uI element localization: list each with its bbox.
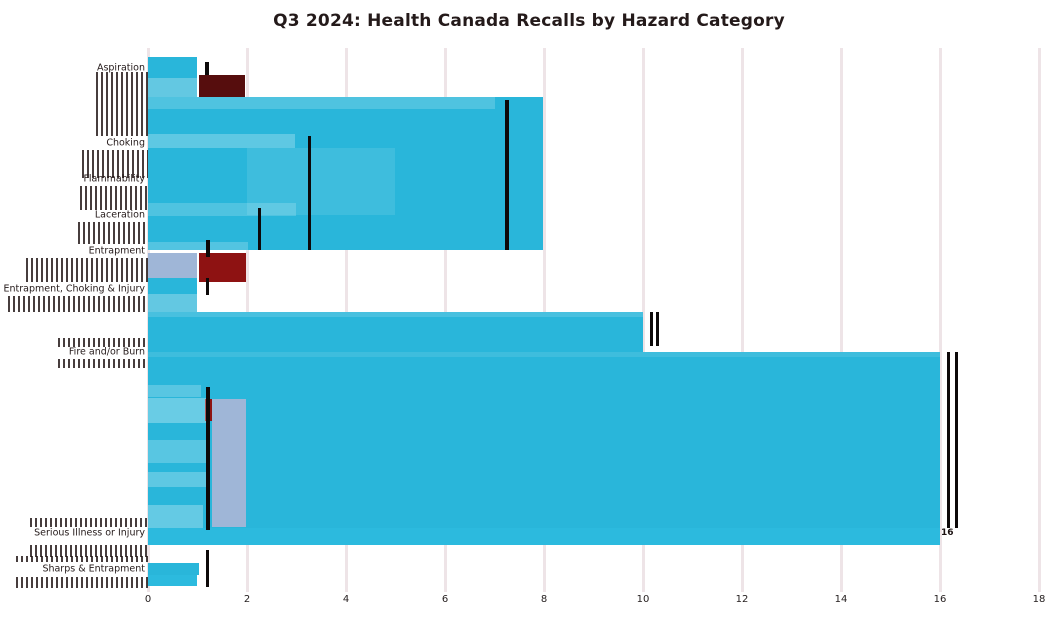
- x-tick-label-8: 8: [540, 594, 548, 605]
- bar-segment-14: [148, 575, 197, 586]
- value-label-streak-9: [947, 352, 950, 528]
- garbled-label-cluster-9: [30, 545, 148, 557]
- glitch-stripe-9: [148, 440, 206, 463]
- x-tick-label-2: 2: [243, 594, 251, 605]
- garbled-label-cluster-5: [8, 296, 148, 312]
- bar-value-label-0: 16: [941, 528, 954, 538]
- chart-title: Q3 2024: Health Canada Recalls by Hazard…: [273, 11, 785, 31]
- bar-segment-0: [148, 57, 197, 78]
- bar-segment-5: [199, 253, 246, 282]
- glitch-stripe-6: [148, 352, 940, 357]
- gridline-x12: [740, 48, 744, 592]
- bar-segment-1: [148, 78, 197, 100]
- garbled-label-cluster-8: [30, 518, 148, 527]
- x-tick-label-4: 4: [342, 594, 350, 605]
- glitch-stripe-1: [148, 134, 295, 148]
- garbled-label-cluster-4: [26, 258, 148, 282]
- bar-segment-3: [148, 97, 543, 250]
- garbled-label-cluster-2: [80, 186, 148, 210]
- bar-segment-13: [148, 563, 199, 575]
- glitch-stripe-8: [148, 398, 206, 423]
- y-axis-label-2: Flammability: [83, 173, 145, 185]
- glitch-stripe-10: [148, 472, 206, 487]
- glitch-stripe-5: [148, 312, 643, 317]
- bar-segment-6: [148, 278, 197, 294]
- bar-segment-10: [212, 399, 246, 527]
- gridline-x16: [938, 48, 942, 592]
- value-label-streak-2: [308, 136, 311, 250]
- x-tick-label-18: 18: [1032, 594, 1046, 605]
- garbled-label-cluster-1: [82, 150, 148, 178]
- y-axis-label-0: Aspiration: [96, 62, 145, 74]
- y-axis-label-6: Fire and/or Burn: [68, 346, 145, 358]
- y-axis-label-7: Serious Illness or Injury: [34, 527, 145, 539]
- y-axis-label-8: Sharps & Entrapment: [42, 563, 145, 575]
- garbled-label-cluster-11: [16, 577, 148, 588]
- x-tick-label-14: 14: [834, 594, 848, 605]
- y-axis-label-3: Laceration: [94, 209, 145, 221]
- x-tick-label-10: 10: [636, 594, 650, 605]
- value-label-streak-1: [505, 100, 509, 250]
- y-axis-label-5: Entrapment, Choking & Injury: [3, 283, 145, 295]
- glitch-stripe-11: [148, 505, 203, 528]
- value-label-streak-7: [656, 312, 659, 346]
- y-axis-label-1: Choking: [106, 137, 145, 149]
- glitch-stripe-3: [148, 203, 296, 216]
- x-tick-label-0: 0: [144, 594, 152, 605]
- gridline-x10: [641, 48, 645, 592]
- gridline-x18: [1037, 48, 1041, 592]
- value-label-streak-10: [955, 352, 958, 528]
- value-label-streak-4: [206, 240, 210, 257]
- bar-segment-12: [148, 528, 940, 545]
- garbled-label-cluster-10: [16, 556, 148, 562]
- garbled-label-cluster-3: [78, 222, 148, 244]
- bar-segment-9: [148, 352, 940, 528]
- x-tick-label-16: 16: [933, 594, 947, 605]
- y-axis-label-4: Entrapment: [88, 245, 145, 257]
- x-tick-label-6: 6: [441, 594, 449, 605]
- value-label-streak-11: [206, 550, 209, 587]
- bar-segment-2: [199, 75, 245, 100]
- glitch-stripe-7: [148, 385, 201, 397]
- garbled-label-cluster-0: [96, 72, 148, 136]
- value-label-streak-3: [258, 208, 261, 250]
- bar-segment-7: [148, 294, 197, 312]
- glitch-stripe-0: [148, 97, 495, 109]
- glitch-stripe-2: [247, 148, 395, 215]
- x-tick-label-12: 12: [735, 594, 749, 605]
- bar-segment-8: [148, 312, 643, 352]
- value-label-streak-6: [650, 312, 653, 346]
- glitch-stripe-4: [148, 242, 248, 251]
- value-label-streak-8: [206, 387, 210, 530]
- bar-segment-4: [148, 253, 197, 278]
- value-label-streak-0: [205, 62, 209, 75]
- value-label-streak-5: [206, 278, 209, 295]
- garbled-label-cluster-6: [58, 338, 148, 347]
- garbled-label-cluster-7: [58, 359, 148, 368]
- gridline-x14: [839, 48, 843, 592]
